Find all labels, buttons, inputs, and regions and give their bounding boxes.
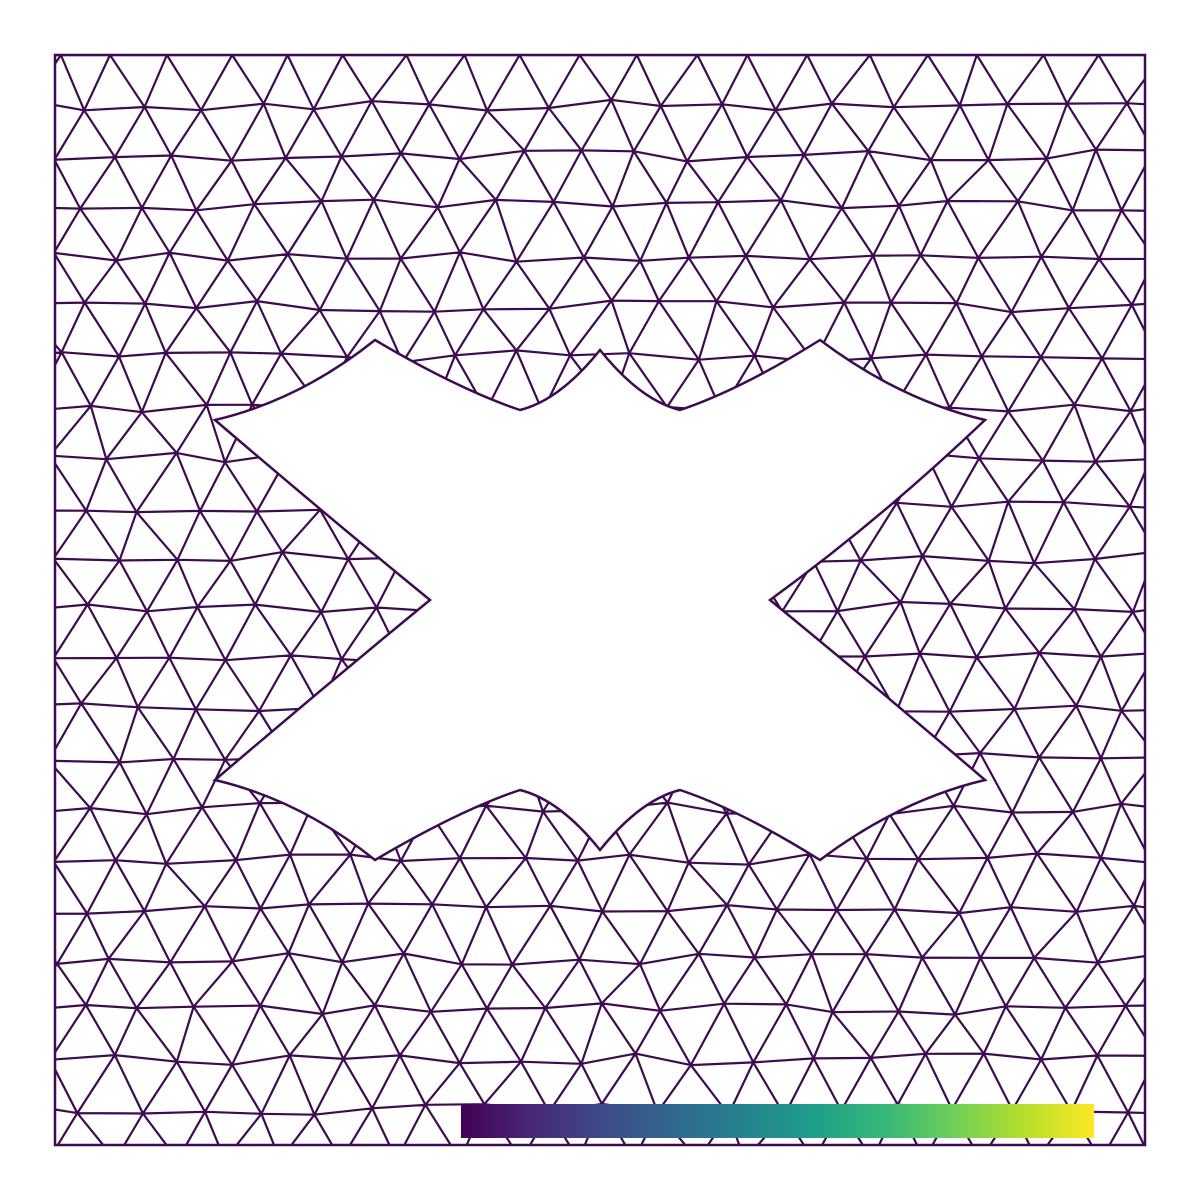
hole xyxy=(212,338,988,862)
domain-border xyxy=(53,53,1147,1147)
colorbar xyxy=(461,1104,1094,1138)
